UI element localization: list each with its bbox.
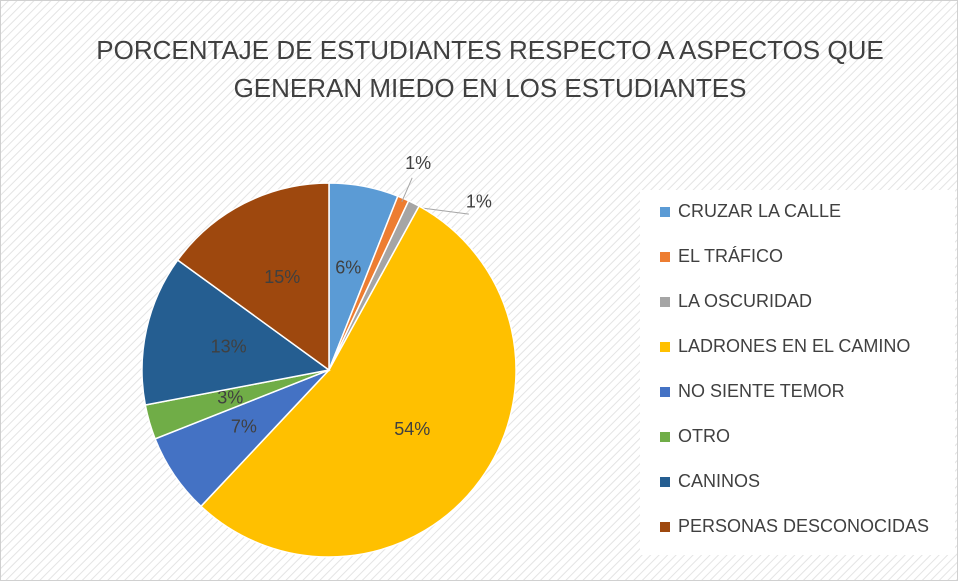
legend-swatch [660, 477, 670, 487]
data-label: 3% [217, 387, 243, 407]
legend-label: LA OSCURIDAD [678, 291, 812, 311]
chart-title: GENERAN MIEDO EN LOS ESTUDIANTES [234, 73, 747, 103]
legend-label: NO SIENTE TEMOR [678, 381, 845, 401]
data-label: 15% [264, 267, 300, 287]
legend-label: LADRONES EN EL CAMINO [678, 336, 910, 356]
legend-swatch [660, 522, 670, 532]
pie-slice [199, 205, 517, 558]
leader-line [401, 177, 413, 203]
chart-title: PORCENTAJE DE ESTUDIANTES RESPECTO A ASP… [96, 35, 883, 65]
legend-swatch [660, 252, 670, 262]
legend-swatch [660, 297, 670, 307]
legend-swatch [660, 432, 670, 442]
data-label: 1% [466, 192, 492, 212]
legend-label: CANINOS [678, 471, 760, 491]
legend-label: OTRO [678, 426, 730, 446]
data-label: 1% [405, 153, 431, 173]
legend-label: EL TRÁFICO [678, 246, 783, 266]
data-label: 6% [335, 258, 361, 278]
legend-swatch [660, 387, 670, 397]
legend-swatch [660, 342, 670, 352]
legend-box [640, 190, 955, 555]
pie-slice [141, 259, 331, 406]
legend-label: CRUZAR LA CALLE [678, 201, 841, 221]
data-label: 13% [211, 336, 247, 356]
data-label: 54% [394, 419, 430, 439]
data-label: 7% [231, 417, 257, 437]
legend-swatch [660, 207, 670, 217]
legend-label: PERSONAS DESCONOCIDAS [678, 516, 929, 536]
pie-slice [176, 182, 330, 372]
